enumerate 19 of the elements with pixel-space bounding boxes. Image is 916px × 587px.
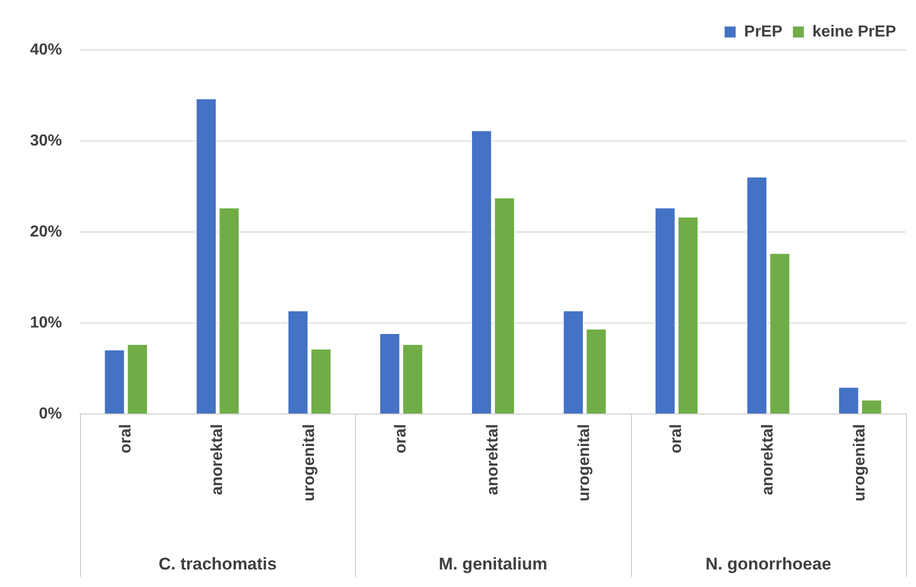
text: N. gonorrhoeae — [706, 554, 832, 574]
x-tick-label: urogenital — [300, 424, 318, 502]
text: C. trachomatis — [158, 554, 277, 574]
x-tick-label: anorektal — [209, 424, 226, 496]
x-tick-label: oral — [668, 424, 685, 454]
y-tick-label: 30% — [30, 132, 62, 150]
x-tick-label: urogenital — [576, 424, 594, 502]
x-tick-label: anorektal — [484, 424, 502, 496]
y-tick-label: 0% — [38, 405, 62, 422]
x-tick-label: anorektal — [760, 424, 777, 496]
x-tick-label: oral — [392, 424, 410, 454]
y-tick-label: 40% — [30, 41, 62, 58]
x-tick-label: oral — [117, 424, 134, 454]
legend-label: keine PrEP — [812, 23, 896, 40]
x-tick-label: urogenital — [852, 424, 869, 502]
y-tick-label: 10% — [30, 314, 62, 332]
text: M. genitalium — [438, 554, 548, 574]
legend-label: PrEP — [744, 23, 783, 40]
y-tick-label: 20% — [30, 223, 62, 240]
